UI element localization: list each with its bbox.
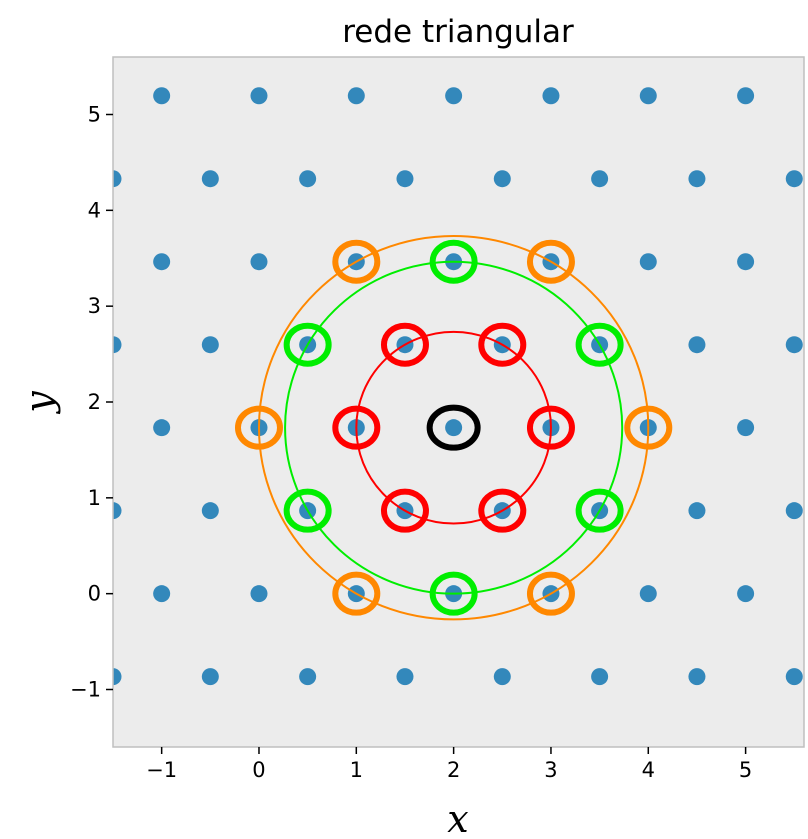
neighbor-marker	[332, 571, 381, 616]
chart-marks	[113, 87, 803, 686]
lattice-point	[250, 253, 268, 271]
lattice-point	[113, 668, 122, 686]
neighbor-shell-circle	[284, 260, 624, 595]
lattice-point	[153, 585, 171, 603]
lattice-point	[445, 87, 463, 105]
lattice-point	[688, 502, 706, 520]
lattice-point	[396, 668, 414, 686]
lattice-point	[785, 170, 803, 188]
lattice-point	[153, 87, 171, 105]
lattice-point	[737, 585, 755, 603]
lattice-point	[591, 170, 609, 188]
lattice-point	[250, 87, 268, 105]
neighbor-marker	[380, 322, 429, 367]
neighbor-shell-circle	[355, 330, 552, 525]
x-axis-label: x	[447, 797, 468, 839]
y-tick-label: 2	[88, 390, 101, 414]
lattice-point	[737, 87, 755, 105]
lattice-point	[493, 668, 511, 686]
lattice-point	[153, 419, 171, 437]
x-tick-label: 5	[739, 758, 752, 782]
x-tick-label: −1	[146, 758, 177, 782]
neighbor-marker	[575, 488, 624, 533]
neighbor-marker	[575, 322, 624, 367]
lattice-point	[299, 170, 317, 188]
y-tick-label: −1	[70, 678, 101, 702]
neighbor-marker	[283, 488, 332, 533]
lattice-point	[737, 419, 755, 437]
neighbor-marker	[526, 239, 575, 284]
x-tick-label: 4	[642, 758, 655, 782]
plot-area	[113, 57, 804, 747]
y-tick-label: 3	[88, 294, 101, 318]
x-tick-label: 0	[252, 758, 265, 782]
lattice-point	[737, 253, 755, 271]
lattice-point	[445, 419, 463, 437]
x-tick-label: 3	[544, 758, 557, 782]
lattice-point	[347, 87, 365, 105]
lattice-point	[785, 336, 803, 354]
neighbor-marker	[478, 322, 527, 367]
neighbor-marker	[478, 488, 527, 533]
y-tick-label: 0	[88, 582, 101, 606]
lattice-point	[688, 170, 706, 188]
neighbor-marker	[429, 571, 478, 616]
y-tick-label: 1	[88, 486, 101, 510]
lattice-point	[396, 170, 414, 188]
lattice-point	[688, 668, 706, 686]
lattice-point	[639, 87, 657, 105]
lattice-point	[113, 336, 122, 354]
lattice-point	[153, 253, 171, 271]
neighbor-marker	[332, 405, 381, 450]
x-tick-label: 1	[350, 758, 363, 782]
lattice-point	[299, 668, 317, 686]
lattice-point	[688, 336, 706, 354]
lattice-point	[201, 170, 219, 188]
neighbor-marker	[283, 322, 332, 367]
lattice-point	[201, 336, 219, 354]
neighbor-marker	[234, 405, 283, 450]
neighbor-marker	[332, 239, 381, 284]
neighbor-marker	[526, 405, 575, 450]
x-tick-label: 2	[447, 758, 460, 782]
lattice-point	[250, 585, 268, 603]
neighbor-marker	[429, 239, 478, 284]
center-marker	[426, 404, 481, 451]
y-axis-label: y	[17, 391, 61, 415]
y-tick-label: 4	[88, 198, 101, 222]
lattice-point	[591, 668, 609, 686]
y-axis: −1 0 1 2 3 4 5	[70, 103, 113, 702]
lattice-point	[201, 668, 219, 686]
x-axis: −1 0 1 2 3 4 5	[146, 747, 752, 782]
lattice-point	[113, 170, 122, 188]
lattice-point	[785, 668, 803, 686]
neighbor-marker	[526, 571, 575, 616]
lattice-point	[639, 253, 657, 271]
lattice-point	[201, 502, 219, 520]
y-tick-label: 5	[88, 103, 101, 127]
lattice-point	[493, 170, 511, 188]
lattice-point	[113, 502, 122, 520]
neighbor-shell-circle	[257, 235, 650, 621]
lattice-point	[639, 585, 657, 603]
chart-title: rede triangular	[342, 14, 574, 50]
neighbor-marker	[624, 405, 673, 450]
lattice-point	[542, 87, 560, 105]
lattice-point	[785, 502, 803, 520]
neighbor-marker	[380, 488, 429, 533]
